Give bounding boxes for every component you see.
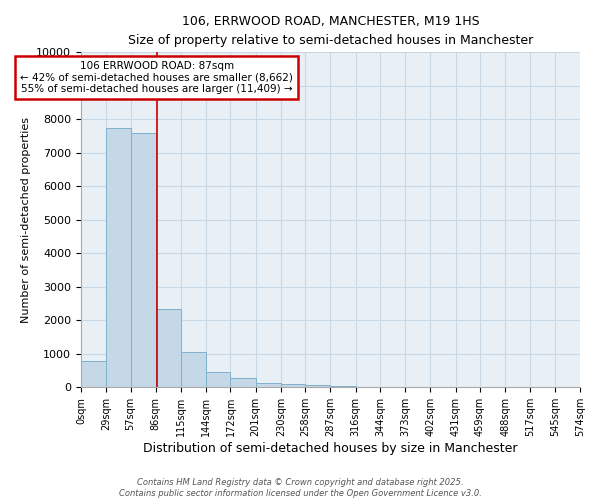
Bar: [131, 132, 156, 388]
Bar: [230, 378, 256, 388]
Bar: [106, 128, 131, 388]
Bar: [305, 385, 331, 388]
Text: Contains HM Land Registry data © Crown copyright and database right 2025.
Contai: Contains HM Land Registry data © Crown c…: [119, 478, 481, 498]
Text: 106 ERRWOOD ROAD: 87sqm    
← 42% of semi-detached houses are smaller (8,662)
55: 106 ERRWOOD ROAD: 87sqm ← 42% of semi-de…: [20, 60, 293, 94]
Bar: [331, 386, 356, 388]
Bar: [156, 308, 181, 388]
Bar: [181, 352, 206, 388]
Bar: [81, 360, 106, 388]
Bar: [256, 383, 281, 388]
Bar: [206, 372, 230, 388]
Title: 106, ERRWOOD ROAD, MANCHESTER, M19 1HS
Size of property relative to semi-detache: 106, ERRWOOD ROAD, MANCHESTER, M19 1HS S…: [128, 15, 533, 47]
Y-axis label: Number of semi-detached properties: Number of semi-detached properties: [20, 117, 31, 323]
Bar: [281, 384, 305, 388]
Bar: [356, 386, 380, 388]
X-axis label: Distribution of semi-detached houses by size in Manchester: Distribution of semi-detached houses by …: [143, 442, 518, 455]
